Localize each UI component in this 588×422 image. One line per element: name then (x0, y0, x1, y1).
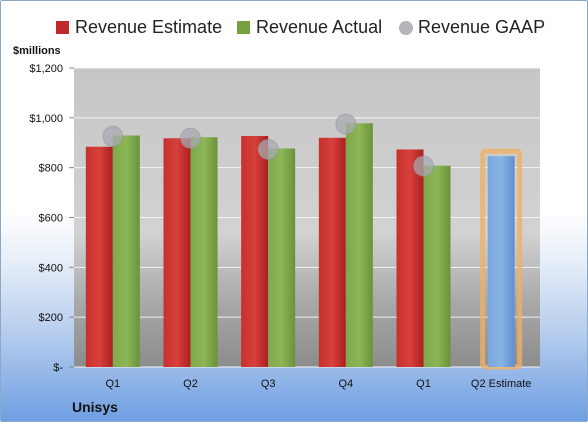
grid-lines (74, 67, 540, 368)
x-tick-label: Q1 (105, 378, 120, 390)
point-revenue-gaap (102, 125, 124, 147)
bars (85, 123, 523, 370)
x-tick-label: Q3 (261, 378, 276, 390)
point-revenue-gaap (257, 138, 279, 160)
bar-revenue-estimate (163, 138, 191, 367)
y-tick-label: $1,200 (29, 63, 63, 75)
legend-label-revenue-estimate: Revenue Estimate (75, 17, 223, 37)
x-tick-label: Q2 (183, 378, 198, 390)
y-axis-ticks: $- $200 $400 $600 $800 $1,000 $1,200 (29, 63, 74, 374)
bar-revenue-actual (190, 137, 218, 367)
bar-revenue-actual (345, 123, 373, 367)
bar-q2-estimate (487, 156, 515, 367)
legend-swatch-revenue-gaap (399, 21, 413, 35)
y-tick-label: $600 (39, 213, 63, 225)
legend-label-revenue-actual: Revenue Actual (256, 17, 383, 37)
chart-legend: Revenue Estimate Revenue Actual Revenue … (0, 16, 588, 40)
bar-revenue-estimate (318, 137, 346, 367)
y-tick-label: $400 (39, 262, 63, 274)
y-tick-label: $800 (39, 163, 63, 175)
company-label: Unisys (72, 399, 118, 415)
x-axis-ticks: Q1 Q2 Q3 Q4 Q1 Q2 Estimate (105, 378, 531, 390)
bar-revenue-estimate (396, 149, 424, 367)
x-tick-label: Q2 Estimate (471, 378, 532, 390)
legend-label-revenue-gaap: Revenue GAAP (418, 17, 546, 37)
bar-revenue-actual (423, 165, 451, 367)
y-axis-unit-label: $millions (13, 45, 61, 57)
y-tick-label: $- (53, 362, 63, 374)
point-revenue-gaap (335, 113, 357, 135)
gaap-points (102, 113, 434, 177)
legend-swatch-revenue-estimate (56, 21, 69, 34)
legend-swatch-revenue-actual (237, 21, 250, 34)
point-revenue-gaap (413, 155, 434, 177)
bar-revenue-actual (268, 148, 296, 367)
bar-revenue-estimate (85, 146, 113, 367)
x-tick-label: Q1 (416, 378, 431, 390)
y-tick-label: $200 (39, 312, 63, 324)
x-tick-label: Q4 (338, 378, 353, 390)
bar-revenue-actual (112, 135, 140, 367)
point-revenue-gaap (180, 127, 201, 149)
bar-revenue-estimate (241, 136, 269, 367)
y-tick-label: $1,000 (29, 113, 63, 125)
